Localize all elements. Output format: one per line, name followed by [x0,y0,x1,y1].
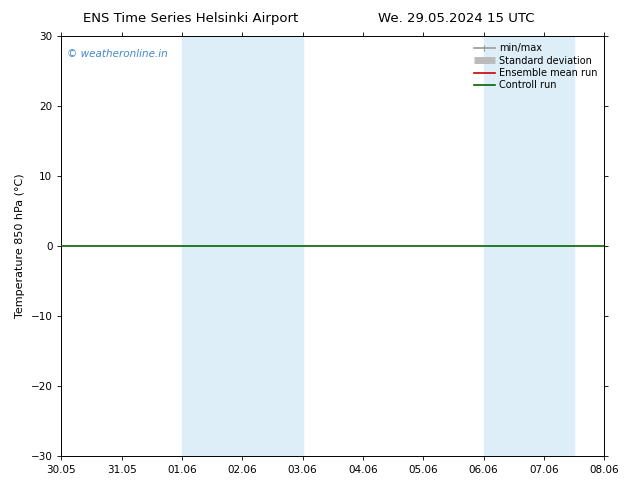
Bar [484,36,574,456]
Y-axis label: Temperature 850 hPa (°C): Temperature 850 hPa (°C) [15,174,25,318]
Bar [182,36,302,456]
Legend: min/max, Standard deviation, Ensemble mean run, Controll run: min/max, Standard deviation, Ensemble me… [472,41,599,92]
Text: © weatheronline.in: © weatheronline.in [67,49,167,59]
Text: ENS Time Series Helsinki Airport: ENS Time Series Helsinki Airport [82,12,298,25]
Text: We. 29.05.2024 15 UTC: We. 29.05.2024 15 UTC [378,12,534,25]
